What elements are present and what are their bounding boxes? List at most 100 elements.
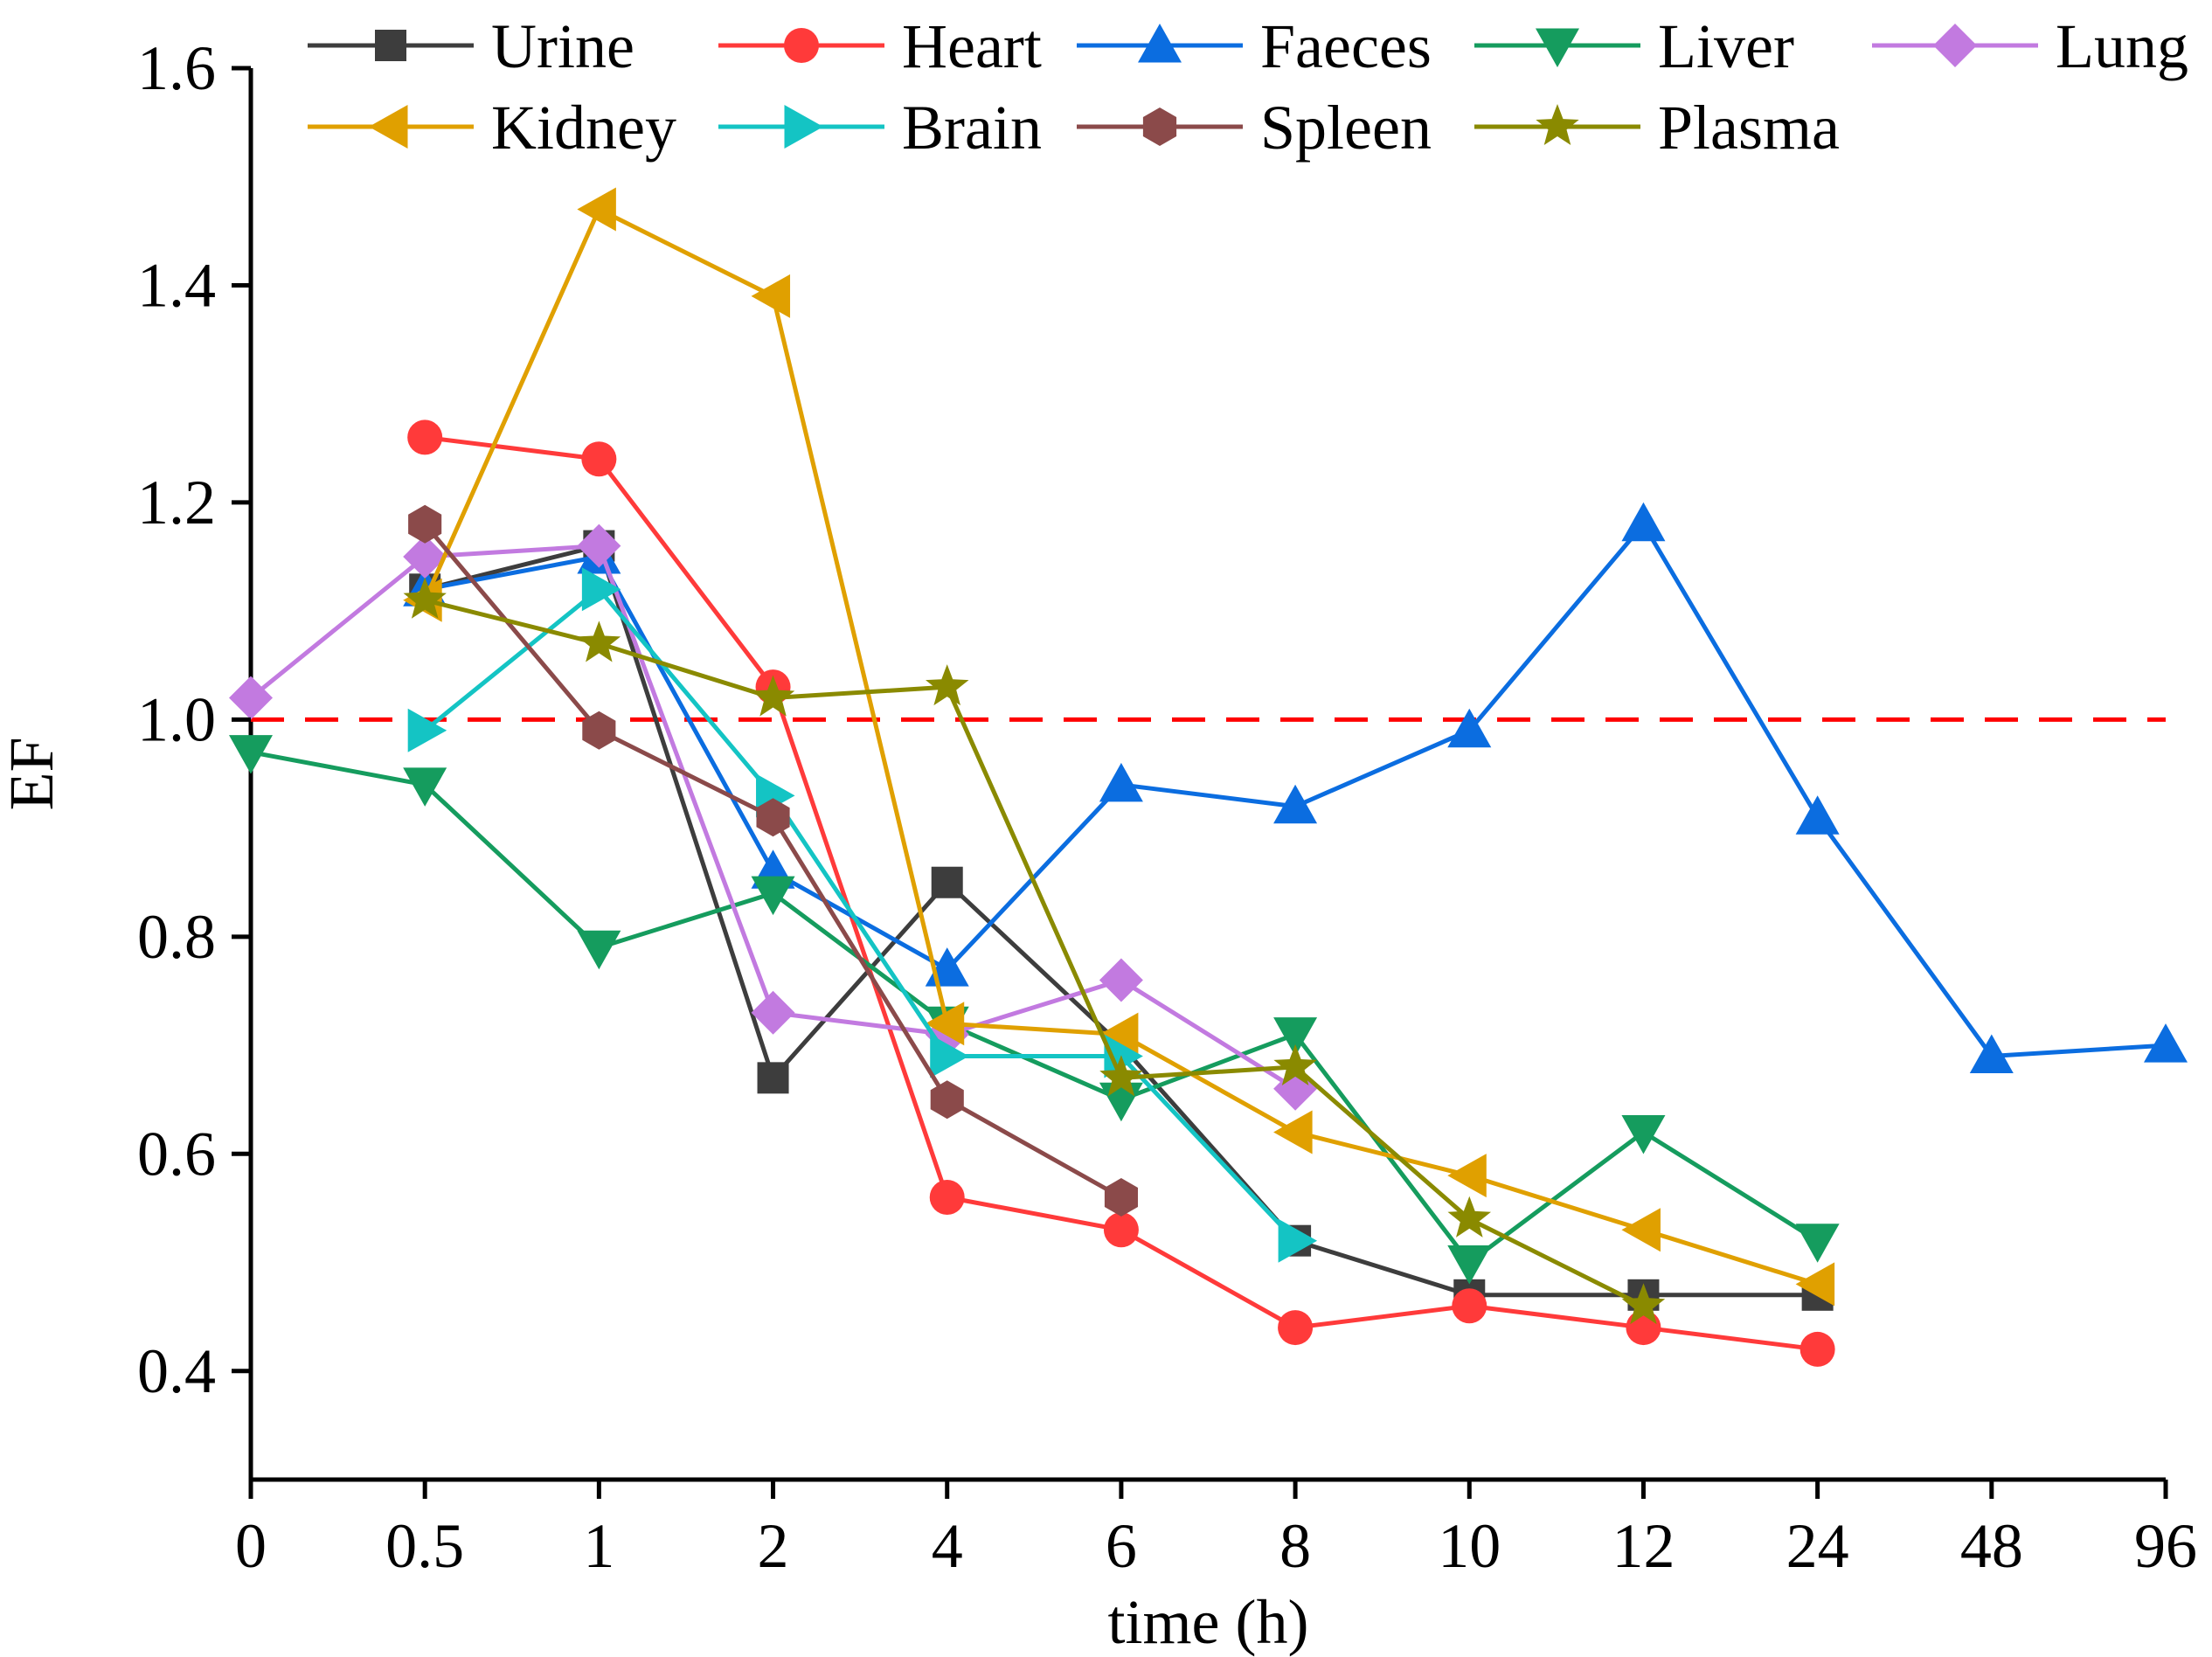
data-point-liver xyxy=(403,767,447,807)
data-point-urine xyxy=(931,866,963,898)
series-liver xyxy=(229,735,1840,1285)
legend-label-urine: Urine xyxy=(491,11,634,81)
legend-label-lung: Lung xyxy=(2056,11,2188,81)
data-point-heart xyxy=(1799,1331,1835,1367)
data-point-brain xyxy=(1278,1218,1318,1263)
x-tick-label: 24 xyxy=(1786,1511,1849,1581)
data-point-liver xyxy=(1099,1082,1143,1122)
legend-marker-spleen xyxy=(1142,107,1177,146)
legend-label-kidney: Kidney xyxy=(491,93,676,163)
data-point-spleen xyxy=(582,711,616,750)
series-brain xyxy=(407,567,1318,1263)
x-tick-label: 6 xyxy=(1106,1511,1137,1581)
legend-label-spleen: Spleen xyxy=(1260,93,1432,163)
data-point-brain xyxy=(407,708,447,752)
legend-marker-plasma xyxy=(1536,104,1579,145)
data-point-spleen xyxy=(408,504,442,544)
y-tick-label: 1.4 xyxy=(137,250,216,320)
legend-marker-brain xyxy=(784,105,823,149)
x-tick-label: 4 xyxy=(932,1511,963,1581)
x-tick-label: 1 xyxy=(583,1511,614,1581)
data-point-liver xyxy=(1273,1017,1318,1057)
x-tick-label: 0.5 xyxy=(385,1511,464,1581)
legend-item-urine: Urine xyxy=(308,11,634,81)
series-plasma xyxy=(403,577,1666,1325)
series-heart xyxy=(407,419,1835,1367)
x-tick-label: 12 xyxy=(1612,1511,1675,1581)
data-point-plasma xyxy=(1447,1196,1491,1238)
x-tick-label: 96 xyxy=(2134,1511,2197,1581)
data-point-urine xyxy=(757,1062,789,1094)
y-axis-title: EF xyxy=(0,737,66,810)
legend-label-faeces: Faeces xyxy=(1260,11,1432,81)
data-point-brain xyxy=(1104,1034,1143,1078)
data-point-faeces xyxy=(1621,502,1666,542)
data-point-lung xyxy=(1099,958,1143,1002)
data-point-kidney xyxy=(751,274,791,318)
y-tick-label: 1.6 xyxy=(137,33,216,103)
x-tick-label: 2 xyxy=(758,1511,789,1581)
legend-marker-faeces xyxy=(1138,24,1182,63)
data-point-kidney xyxy=(925,1002,965,1046)
legend-item-lung: Lung xyxy=(1872,11,2188,81)
legend-marker-kidney xyxy=(369,105,408,149)
legend-item-plasma: Plasma xyxy=(1474,93,1840,163)
data-point-kidney xyxy=(1795,1262,1835,1307)
data-point-faeces xyxy=(1099,762,1143,802)
x-tick-label: 0 xyxy=(235,1511,267,1581)
x-tick-label: 8 xyxy=(1279,1511,1311,1581)
data-point-lung xyxy=(403,535,447,579)
legend-label-brain: Brain xyxy=(902,93,1042,163)
y-tick-label: 1.2 xyxy=(137,468,216,537)
x-tick-label: 10 xyxy=(1438,1511,1501,1581)
data-point-plasma xyxy=(926,664,969,706)
data-point-heart xyxy=(407,419,443,455)
data-point-plasma xyxy=(1621,1283,1666,1325)
legend-marker-heart xyxy=(784,28,819,63)
data-point-faeces xyxy=(1273,784,1318,824)
legend-marker-liver xyxy=(1536,28,1579,67)
series-faeces xyxy=(403,502,2188,1073)
data-point-liver xyxy=(229,735,273,774)
legend-label-heart: Heart xyxy=(902,11,1042,81)
data-point-liver xyxy=(577,930,621,970)
data-point-brain xyxy=(581,567,621,612)
series-line-brain xyxy=(423,586,1297,1243)
legend-marker-lung xyxy=(1933,24,1977,67)
data-point-faeces xyxy=(1795,795,1840,835)
data-point-kidney xyxy=(1621,1208,1661,1252)
legend-item-kidney: Kidney xyxy=(308,93,676,163)
data-point-spleen xyxy=(1104,1178,1138,1217)
data-point-heart xyxy=(581,441,617,477)
data-point-heart xyxy=(929,1180,965,1215)
series-line-liver xyxy=(250,750,1819,1265)
data-point-plasma xyxy=(751,675,795,717)
series-spleen xyxy=(408,504,1138,1217)
data-point-plasma xyxy=(403,577,447,619)
data-point-faeces xyxy=(1447,708,1492,748)
x-tick-label: 48 xyxy=(1960,1511,2023,1581)
series-kidney xyxy=(403,187,1835,1307)
legend-item-spleen: Spleen xyxy=(1077,93,1432,163)
data-point-heart xyxy=(1452,1288,1487,1324)
legend-item-heart: Heart xyxy=(718,11,1042,81)
data-point-heart xyxy=(1278,1310,1314,1346)
x-axis-title: time (h) xyxy=(1108,1587,1309,1657)
data-point-liver xyxy=(1621,1114,1666,1154)
legend-item-faeces: Faeces xyxy=(1077,11,1432,81)
ticks-layer: 0 0.5 1 2 4 6 8 10 12 24 48 960.40.60.81.01.21.41.6 xyxy=(137,33,2197,1581)
y-tick-label: 0.8 xyxy=(137,902,216,972)
plot-frame xyxy=(248,68,2166,1482)
data-point-lung xyxy=(577,523,621,568)
y-tick-label: 1.0 xyxy=(137,684,216,754)
series-line-plasma xyxy=(424,598,1645,1308)
data-point-heart xyxy=(1103,1212,1139,1248)
data-point-liver xyxy=(751,876,795,916)
data-point-lung xyxy=(229,676,273,720)
data-point-liver xyxy=(1795,1224,1840,1263)
data-point-spleen xyxy=(930,1080,964,1120)
data-point-plasma xyxy=(1099,1055,1143,1097)
legend: Urine Heart Faeces Liver Lung Kidney Brain Sple… xyxy=(308,11,2188,163)
data-point-lung xyxy=(751,990,795,1035)
